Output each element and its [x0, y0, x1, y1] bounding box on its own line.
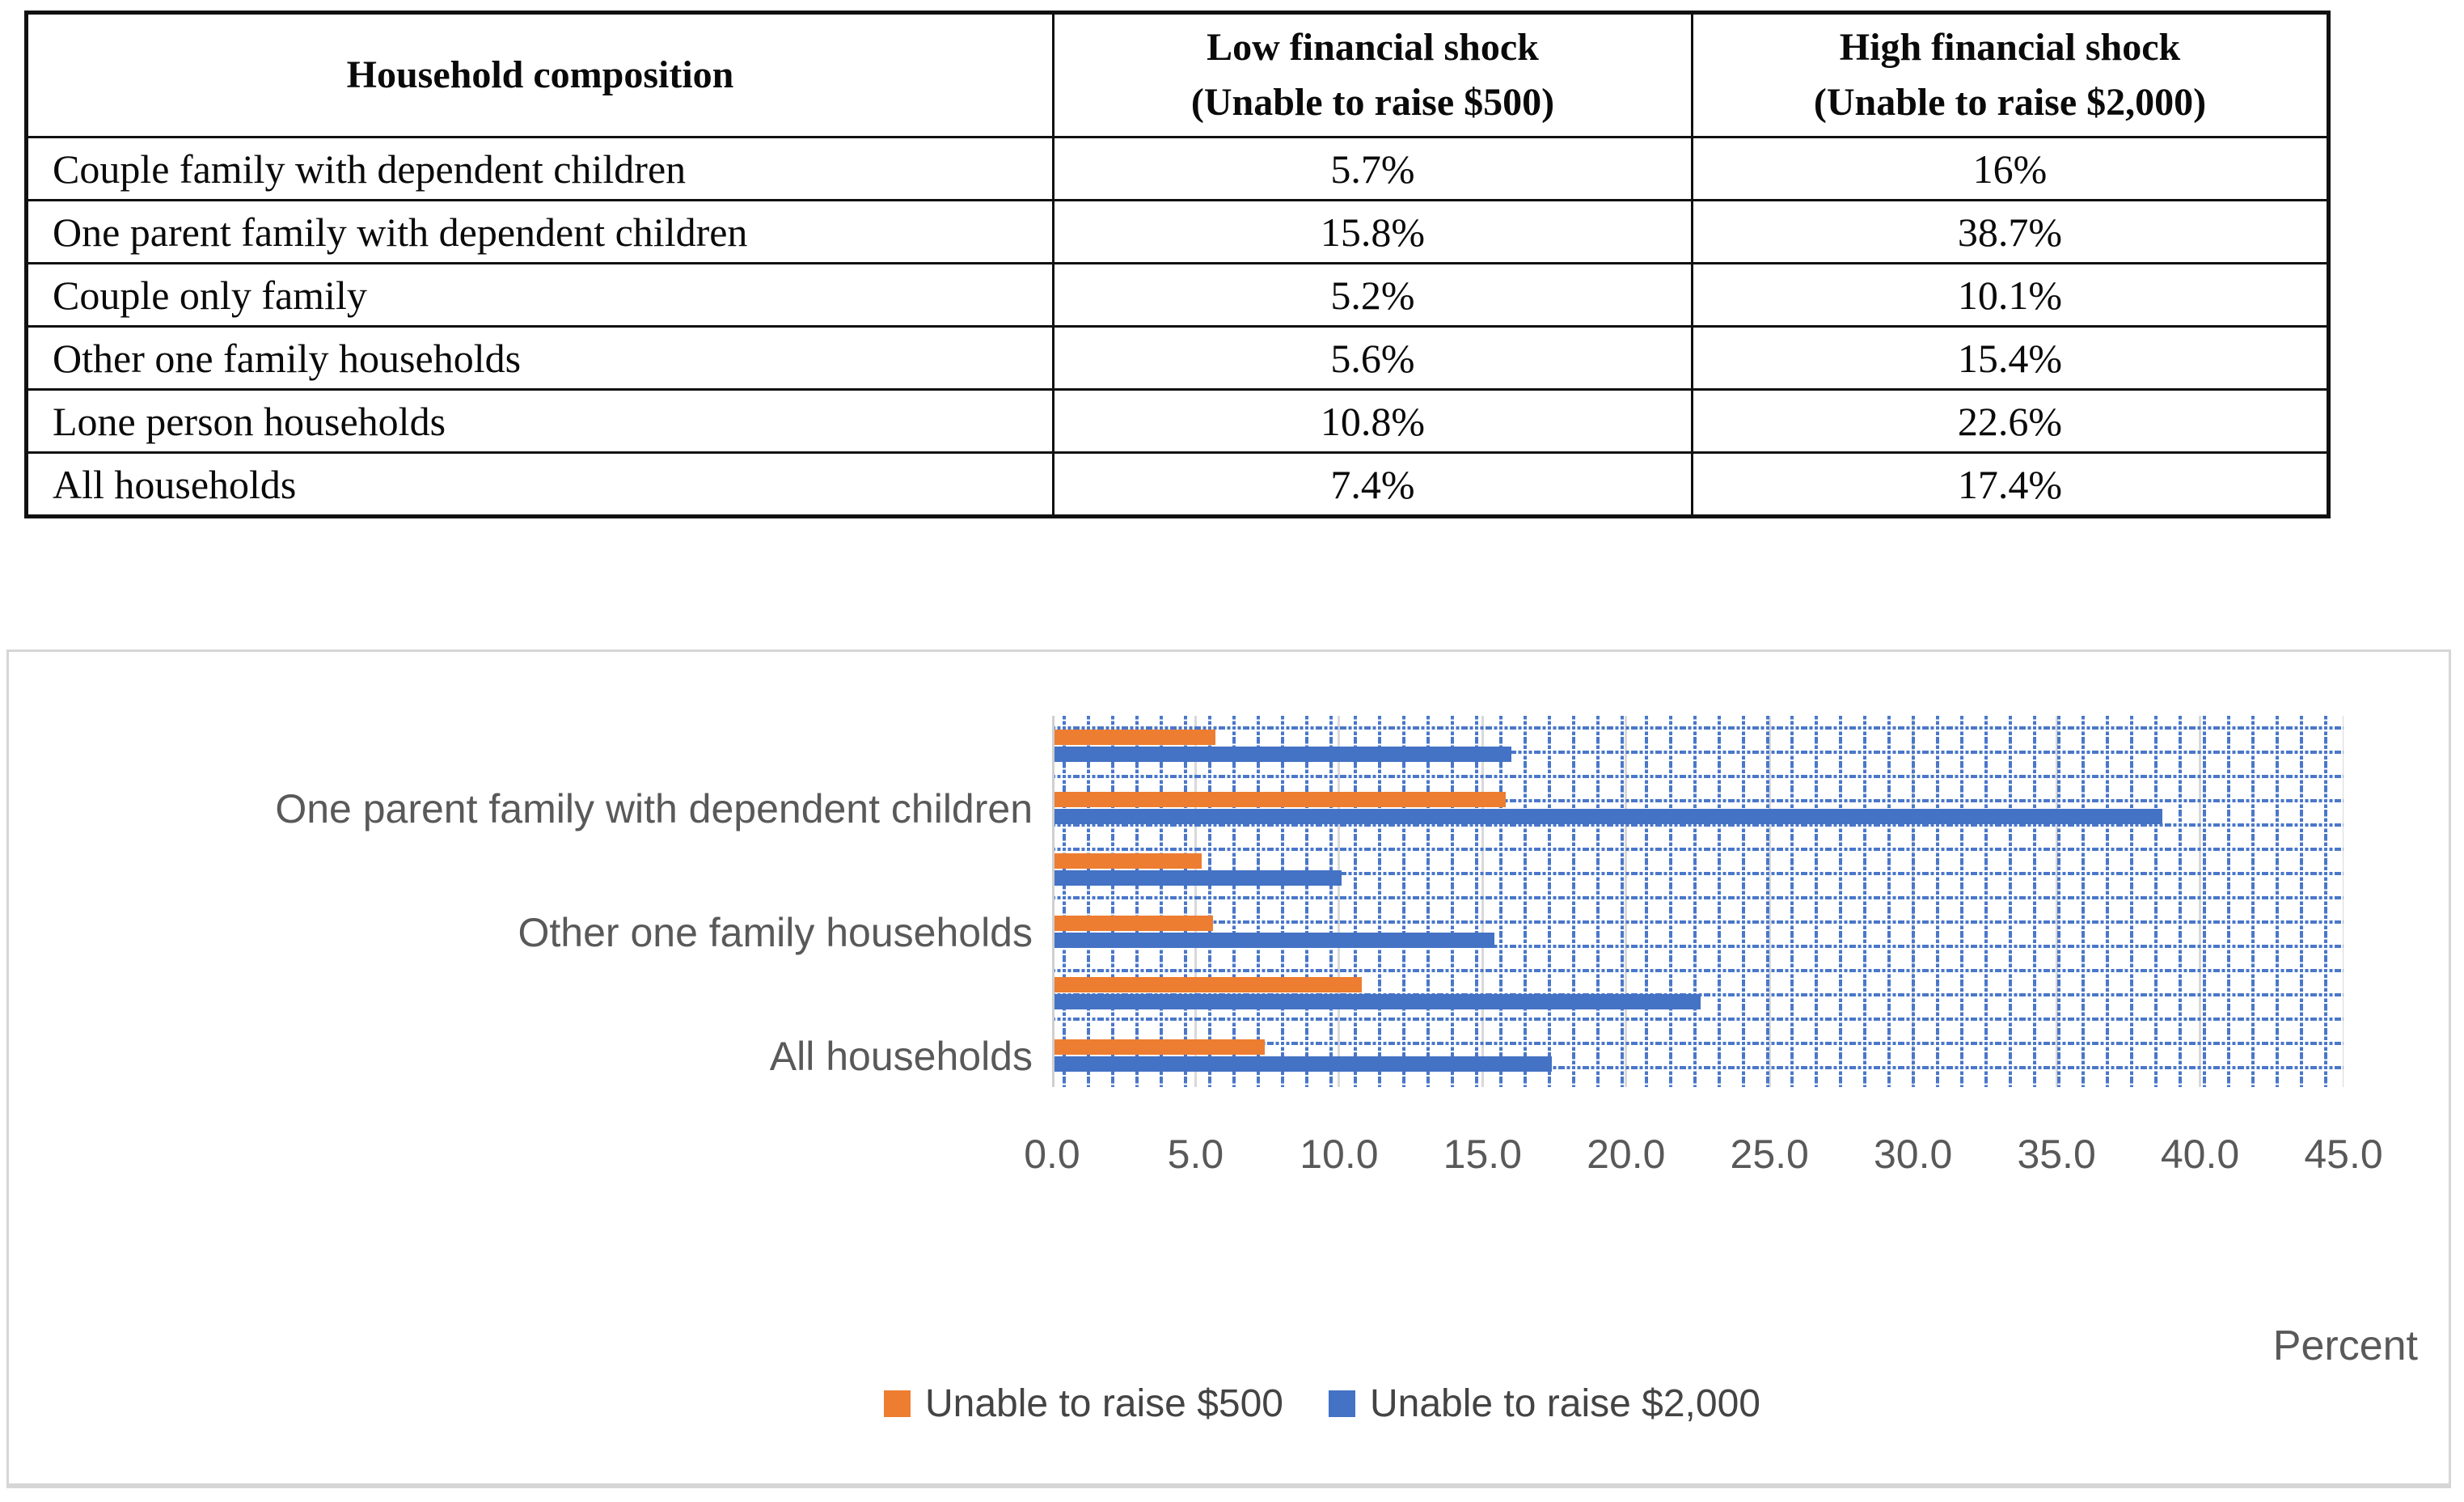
x-tick-label: 0.0: [1024, 1132, 1080, 1177]
table-header: Household composition Low financial shoc…: [25, 11, 2330, 138]
cell-high-shock: 10.1%: [1691, 262, 2330, 328]
legend-item-raise-500: Unable to raise $500: [884, 1381, 1283, 1426]
cell-low-shock: 5.7%: [1052, 136, 1693, 201]
axis-title-percent: Percent: [2272, 1322, 2418, 1369]
bar-unable-2000: [1052, 1056, 1552, 1072]
cell-high-shock: 17.4%: [1691, 451, 2330, 518]
legend-swatch-blue: [1328, 1390, 1355, 1417]
x-tick-label: 10.0: [1300, 1132, 1379, 1177]
bar-unable-500: [1052, 915, 1213, 931]
cell-household: Lone person households: [25, 388, 1054, 454]
x-tick-label: 15.0: [1443, 1132, 1522, 1177]
x-tick-label: 25.0: [1730, 1132, 1809, 1177]
chart-legend: Unable to raise $500 Unable to raise $2,…: [884, 1381, 1760, 1426]
bar-unable-2000: [1052, 747, 1511, 763]
plot-pattern-fill: [1052, 716, 2344, 1087]
bar-unable-500: [1052, 791, 1506, 807]
legend-item-raise-2000: Unable to raise $2,000: [1328, 1381, 1760, 1426]
table-row: All households 7.4% 17.4%: [25, 451, 2330, 518]
cell-low-shock: 10.8%: [1052, 388, 1693, 454]
bar-unable-2000: [1052, 994, 1701, 1010]
bar-unable-500: [1052, 730, 1216, 746]
bar-unable-2000: [1052, 870, 1342, 886]
header-low-shock: Low financial shock (Unable to raise $50…: [1052, 11, 1693, 138]
x-tick-label: 20.0: [1587, 1132, 1666, 1177]
cell-low-shock: 5.2%: [1052, 262, 1693, 328]
header-high-shock: High financial shock (Unable to raise $2…: [1691, 11, 2330, 138]
cell-high-shock: 22.6%: [1691, 388, 2330, 454]
bar-unable-500: [1052, 977, 1363, 993]
bar-unable-500: [1052, 853, 1202, 869]
category-label: Other one family households: [518, 909, 1033, 955]
cell-household: One parent family with dependent childre…: [25, 199, 1054, 264]
cell-low-shock: 5.6%: [1052, 325, 1693, 391]
cell-household: Couple only family: [25, 262, 1054, 328]
bar-unable-2000: [1052, 932, 1494, 948]
legend-swatch-orange: [884, 1390, 911, 1417]
table-row: Couple only family 5.2% 10.1%: [25, 262, 2330, 328]
x-tick-label: 5.0: [1167, 1132, 1224, 1177]
category-label: All households: [769, 1033, 1033, 1079]
cell-household: All households: [25, 451, 1054, 518]
cell-low-shock: 7.4%: [1052, 451, 1693, 518]
category-label: One parent family with dependent childre…: [275, 785, 1033, 831]
legend-label-raise-500: Unable to raise $500: [925, 1382, 1283, 1425]
header-low-line1: Low financial shock: [1207, 26, 1539, 69]
header-high-line1: High financial shock: [1839, 26, 2181, 69]
header-low-line2: (Unable to raise $500): [1190, 81, 1555, 124]
cell-high-shock: 15.4%: [1691, 325, 2330, 391]
table-row: Lone person households 10.8% 22.6%: [25, 388, 2330, 454]
legend-label-raise-2000: Unable to raise $2,000: [1369, 1382, 1760, 1425]
value-axis-line: [1052, 716, 1054, 1087]
table-header-row: Household composition Low financial shoc…: [25, 11, 2330, 138]
table-row: Other one family households 5.6% 15.4%: [25, 325, 2330, 391]
table-body: Couple family with dependent children 5.7…: [25, 136, 2330, 518]
cell-high-shock: 16%: [1691, 136, 2330, 201]
header-household-composition: Household composition: [25, 11, 1054, 138]
x-tick-label: 45.0: [2304, 1132, 2383, 1177]
x-tick-label: 40.0: [2160, 1132, 2240, 1177]
cell-household: Couple family with dependent children: [25, 136, 1054, 201]
table-row: Couple family with dependent children 5.7…: [25, 136, 2330, 201]
x-tick-label: 30.0: [1873, 1132, 1953, 1177]
cell-high-shock: 38.7%: [1691, 199, 2330, 264]
x-tick-label: 35.0: [2017, 1132, 2096, 1177]
header-high-line2: (Unable to raise $2,000): [1813, 81, 2207, 124]
cell-household: Other one family households: [25, 325, 1054, 391]
table-row: One parent family with dependent childre…: [25, 199, 2330, 264]
plot-area: [1052, 716, 2344, 1087]
cell-low-shock: 15.8%: [1052, 199, 1693, 264]
financial-shock-table: Household composition Low financial shoc…: [24, 11, 2331, 518]
header-composition-text: Household composition: [346, 53, 734, 96]
bar-unable-2000: [1052, 808, 2163, 824]
bar-chart: Percent Unable to raise $500 Unable to r…: [6, 649, 2451, 1488]
bar-unable-500: [1052, 1039, 1265, 1055]
